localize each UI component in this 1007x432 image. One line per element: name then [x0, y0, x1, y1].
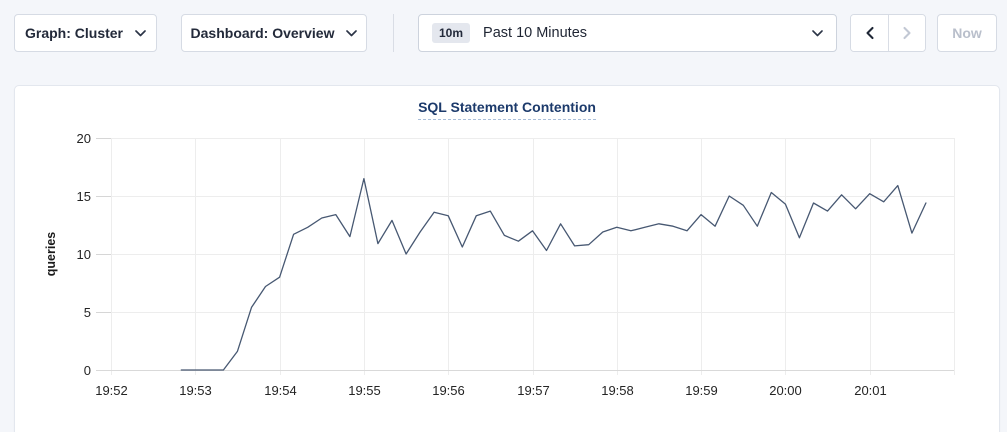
x-tick-label: 20:01 — [854, 383, 887, 398]
now-button[interactable]: Now — [937, 14, 997, 52]
y-tick-label: 10 — [77, 247, 91, 262]
time-range-label: Past 10 Minutes — [483, 25, 588, 41]
y-axis-label: queries — [44, 232, 58, 277]
x-tick-label: 19:52 — [95, 383, 128, 398]
y-tick-label: 15 — [77, 189, 91, 204]
chevron-left-icon — [865, 26, 874, 40]
prev-time-button[interactable] — [851, 15, 888, 51]
x-tick-label: 19:57 — [517, 383, 550, 398]
x-tick-label: 19:58 — [601, 383, 634, 398]
graph-dropdown[interactable]: Graph: Cluster — [14, 14, 157, 52]
x-tick-label: 19:59 — [685, 383, 718, 398]
x-tick-label: 19:55 — [348, 383, 381, 398]
chart-title-row: SQL Statement Contention — [15, 86, 999, 120]
x-tick-label: 19:53 — [179, 383, 212, 398]
time-range-badge: 10m — [432, 23, 471, 43]
dashboard-dropdown-label: Dashboard: Overview — [190, 25, 335, 41]
line-chart: 0 5 10 15 20 19:52 19:53 19:54 19:55 19:56 19:57 19… — [44, 131, 955, 398]
time-range-picker[interactable]: 10m Past 10 Minutes — [418, 14, 837, 52]
chevron-down-icon — [346, 29, 358, 36]
y-tick-label: 5 — [84, 305, 91, 320]
chevron-right-icon — [903, 26, 911, 40]
chevron-down-icon — [812, 29, 823, 36]
dashboard-dropdown[interactable]: Dashboard: Overview — [181, 14, 367, 52]
data-line — [180, 177, 927, 371]
graph-dropdown-label: Graph: Cluster — [24, 25, 123, 41]
x-tick-label: 20:00 — [769, 383, 802, 398]
x-tick-label: 19:54 — [264, 383, 297, 398]
y-tick-label: 20 — [77, 131, 91, 146]
chevron-down-icon — [135, 29, 146, 36]
x-tick-label: 19:56 — [432, 383, 465, 398]
toolbar: Graph: Cluster Dashboard: Overview 10m P… — [0, 0, 1007, 52]
toolbar-divider — [393, 14, 394, 52]
chart-title[interactable]: SQL Statement Contention — [418, 99, 596, 120]
chart-card: SQL Statement Contention 0 5 10 15 20 19:52 19… — [14, 85, 1000, 432]
next-time-button[interactable] — [888, 15, 925, 51]
time-step-control — [850, 14, 926, 52]
y-tick-label: 0 — [84, 363, 91, 378]
